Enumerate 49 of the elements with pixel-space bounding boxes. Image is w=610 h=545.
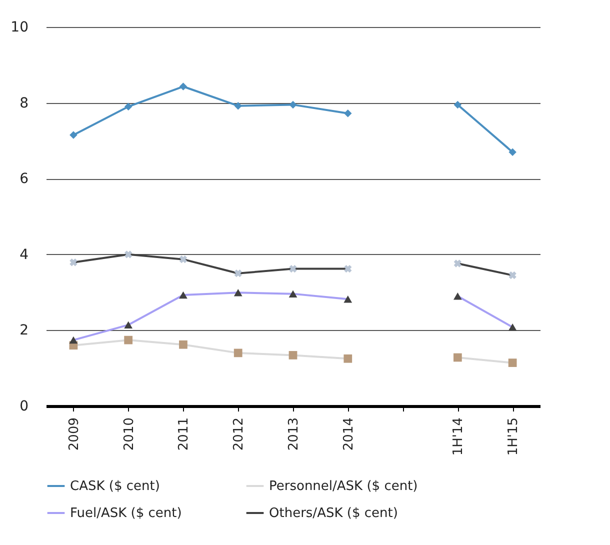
point (234, 289, 242, 296)
y-tick-label: 10 (10, 20, 28, 36)
legend-label: Personnel/ASK ($ cent) (269, 479, 418, 494)
point (344, 354, 352, 363)
y-tick-label: 2 (20, 322, 28, 339)
y-tick-label: 0 (20, 398, 28, 414)
point (179, 340, 188, 349)
x-tick-label: 2012 (232, 418, 247, 451)
point (344, 296, 352, 303)
point (179, 82, 188, 90)
point (289, 100, 297, 109)
x-tick-label: 1H'14 (451, 418, 466, 456)
point (234, 270, 242, 278)
point (453, 292, 462, 300)
point (124, 250, 132, 258)
point (124, 102, 132, 110)
point (288, 351, 298, 360)
point (344, 110, 352, 118)
point (70, 131, 78, 139)
x-tick-label: 2014 (341, 418, 356, 451)
point (508, 271, 516, 280)
point (288, 290, 298, 298)
point (124, 321, 133, 329)
y-tick-label: 6 (20, 171, 29, 188)
point (69, 336, 78, 344)
x-tick-label: 2010 (122, 418, 137, 451)
point (289, 264, 297, 273)
x-tick-label: 2009 (66, 418, 82, 451)
point (453, 353, 462, 362)
y-tick-label: 8 (20, 95, 28, 112)
y-tick-label: 4 (20, 246, 29, 263)
point (454, 260, 462, 268)
point (508, 324, 517, 331)
point (454, 100, 462, 109)
legend-label: Fuel/ASK ($ cent) (70, 506, 182, 521)
point (124, 336, 133, 344)
point (508, 148, 516, 156)
legend-label: CASK ($ cent) (70, 479, 160, 494)
point (234, 102, 242, 110)
x-tick-label: 2013 (286, 418, 302, 451)
point (179, 255, 188, 264)
x-tick-label: 1H'15 (506, 418, 522, 456)
x-tick-label: 2011 (176, 418, 192, 451)
point (344, 264, 352, 273)
point (508, 358, 517, 367)
point (70, 258, 78, 266)
legend-label: Others/ASK ($ cent) (269, 506, 398, 521)
point (234, 348, 242, 358)
point (179, 291, 188, 299)
